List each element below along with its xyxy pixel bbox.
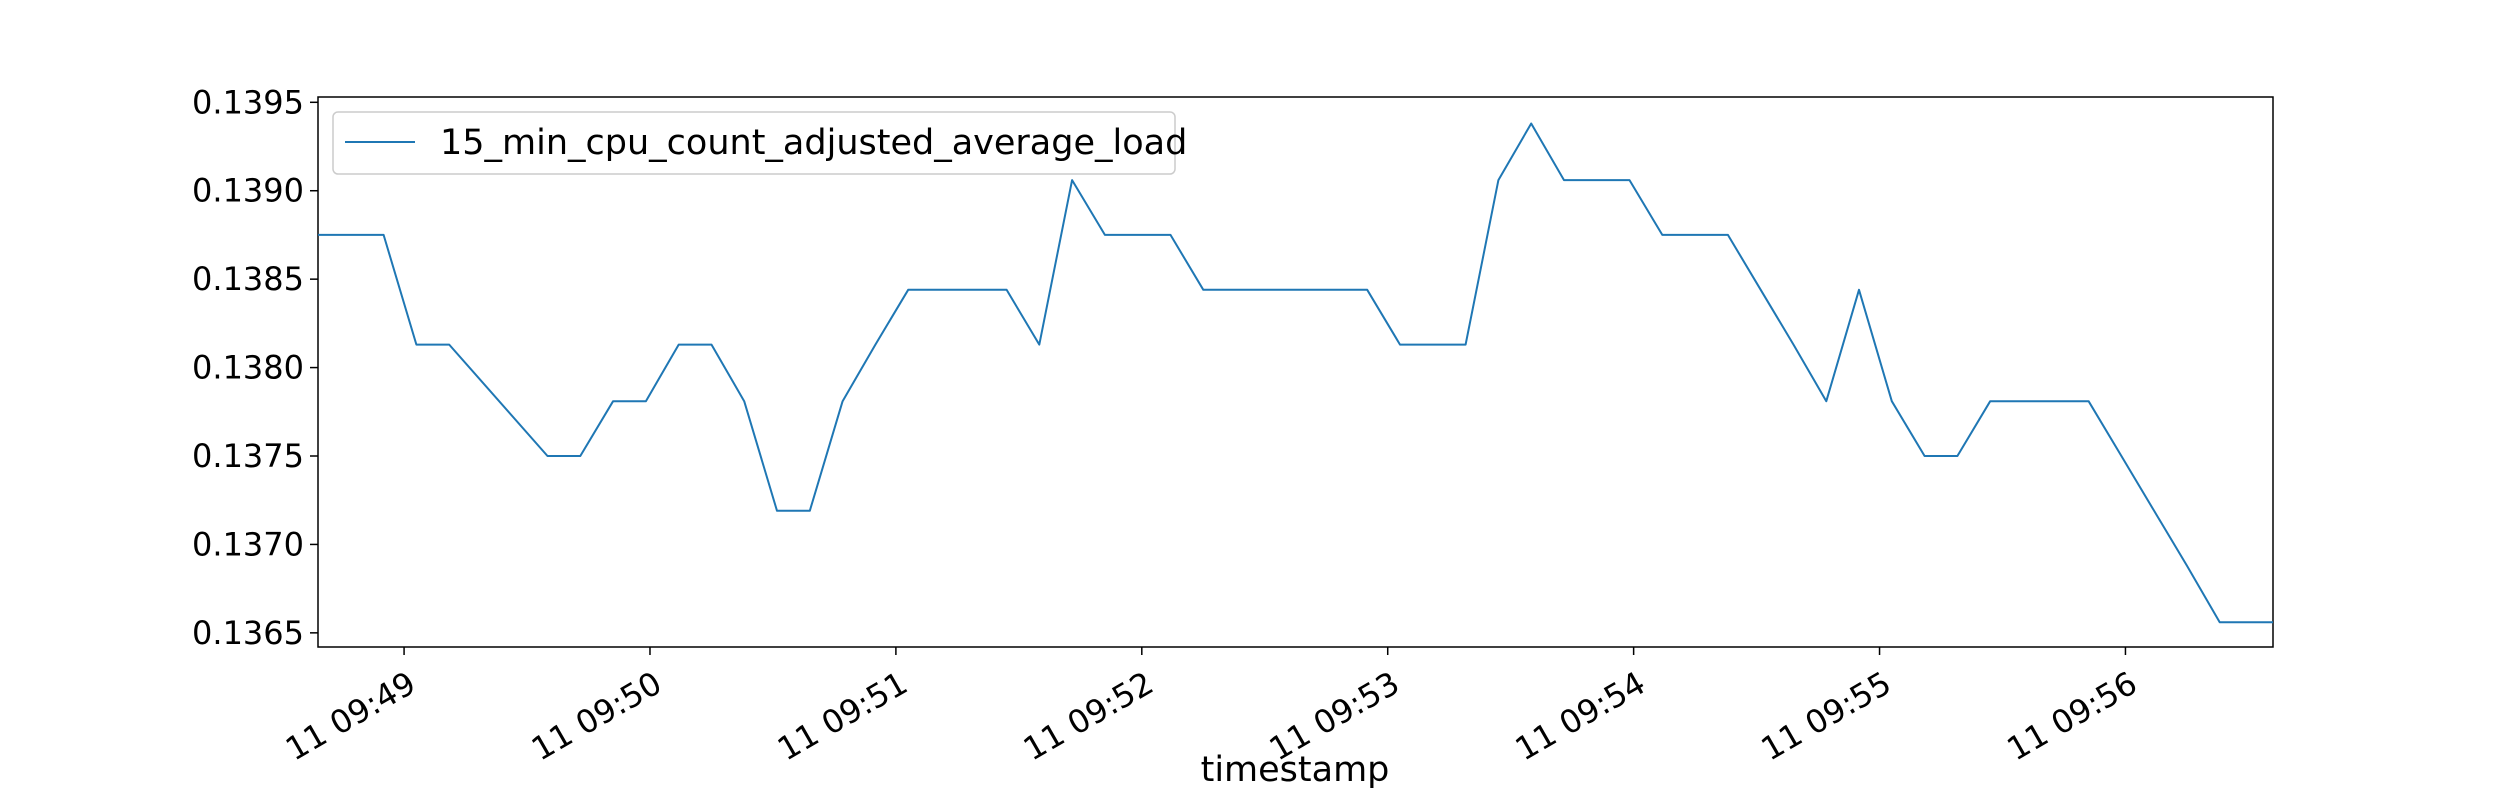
x-tick-label: 11 09:54	[1509, 664, 1652, 768]
x-tick-label: 11 09:56	[2001, 664, 2144, 768]
legend-box	[332, 111, 1176, 175]
y-axis: 0.1365 0.1370 0.1375 0.1380 0.1385 0.1390 0.13…	[192, 83, 318, 652]
y-tick-label: 0.1375	[192, 437, 304, 475]
plot-frame	[317, 96, 2274, 648]
y-tick-label: 0.1390	[192, 172, 304, 210]
x-axis-title: timestamp	[1201, 750, 1390, 790]
x-tick-label: 11 09:49	[279, 664, 422, 768]
x-tick-label: 11 09:51	[771, 664, 914, 768]
y-tick-label: 0.1380	[192, 349, 304, 387]
y-tick-label: 0.1365	[192, 614, 304, 652]
x-tick-label: 11 09:55	[1755, 664, 1898, 768]
y-tick-label: 0.1370	[192, 525, 304, 563]
x-tick-label: 11 09:50	[525, 664, 668, 768]
legend: 15_min_cpu_count_adjusted_average_load	[332, 111, 1187, 175]
series-line-0	[318, 122, 2273, 624]
legend-label: 15_min_cpu_count_adjusted_average_load	[440, 123, 1187, 163]
series-layer	[318, 122, 2273, 624]
plot-area	[317, 96, 2274, 648]
y-tick-label: 0.1395	[192, 83, 304, 121]
y-tick-label: 0.1385	[192, 260, 304, 298]
x-tick-label: 11 09:52	[1017, 664, 1160, 768]
